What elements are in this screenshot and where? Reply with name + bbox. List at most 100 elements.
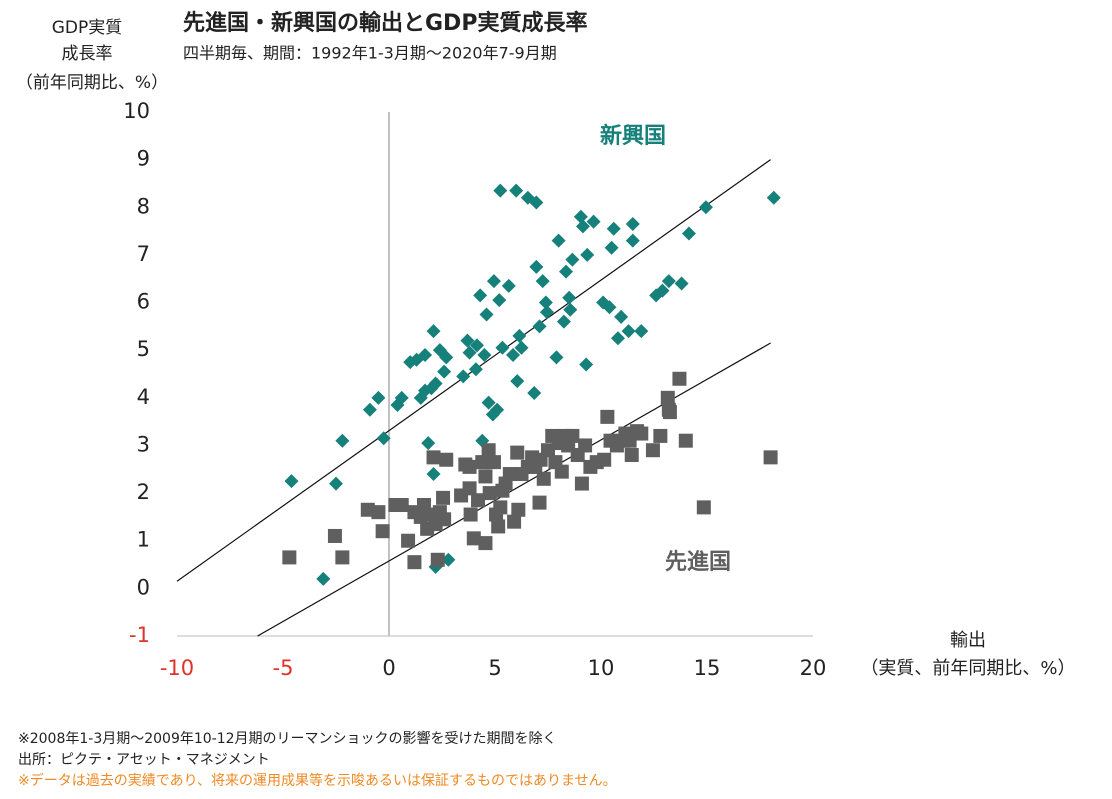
point — [469, 338, 484, 353]
point — [512, 328, 527, 343]
y-axis-title: GDP実質 — [52, 18, 123, 38]
point — [495, 340, 510, 355]
point — [574, 476, 589, 491]
point — [554, 464, 569, 479]
point — [329, 476, 343, 491]
point — [362, 402, 377, 417]
point — [418, 347, 433, 362]
point — [527, 386, 542, 401]
point — [624, 447, 639, 462]
point — [551, 233, 566, 248]
point — [335, 550, 350, 565]
point — [634, 324, 649, 339]
point — [509, 183, 524, 198]
x-axis-title: 輸出 — [950, 630, 986, 651]
point — [473, 288, 488, 303]
point — [536, 471, 551, 486]
point — [514, 340, 529, 355]
point — [477, 347, 492, 362]
point — [535, 274, 550, 289]
point — [436, 490, 451, 505]
y-tick-label: 7 — [137, 242, 150, 266]
point — [478, 536, 493, 551]
point — [539, 305, 554, 320]
point — [510, 445, 525, 460]
point — [493, 183, 508, 198]
point — [413, 509, 428, 524]
point — [486, 455, 501, 470]
point — [672, 371, 687, 386]
point — [430, 552, 445, 567]
point — [426, 450, 441, 465]
point — [563, 302, 578, 317]
point — [428, 376, 443, 391]
y-tick-label: 1 — [137, 528, 150, 552]
point — [532, 495, 547, 510]
x-axis-title: （実質、前年同期比、%） — [860, 658, 1075, 679]
point — [456, 369, 471, 384]
point — [600, 409, 615, 424]
point — [502, 467, 517, 482]
point — [360, 502, 375, 517]
point — [541, 443, 555, 458]
point — [511, 502, 526, 517]
point — [610, 331, 625, 346]
point — [766, 190, 781, 205]
x-tick-label: -5 — [273, 656, 294, 680]
point — [376, 431, 391, 446]
point — [394, 498, 409, 512]
point — [573, 209, 588, 224]
point — [602, 300, 617, 315]
trend-line — [257, 342, 771, 637]
chart-subtitle: 四半期毎、期間：1992年1-3月期～2020年7-9月期 — [183, 44, 557, 63]
point — [604, 240, 619, 255]
point — [625, 233, 640, 248]
point — [645, 443, 660, 458]
point — [532, 319, 547, 334]
x-tick-label: 5 — [488, 656, 501, 680]
point — [529, 259, 544, 274]
footnote: ※データは過去の実績であり、将来の運用成果等を示唆あるいは保証するものではありま… — [18, 772, 617, 789]
point — [493, 500, 508, 515]
point — [463, 507, 478, 522]
point — [486, 274, 501, 289]
point — [529, 195, 544, 210]
point — [674, 276, 689, 291]
point — [462, 345, 477, 360]
y-tick-label: -1 — [129, 623, 150, 647]
point — [625, 216, 640, 231]
x-tick-label: 10 — [588, 656, 615, 680]
point — [426, 467, 441, 482]
y-tick-label: 8 — [137, 194, 150, 218]
point — [578, 438, 593, 453]
point — [462, 459, 477, 474]
point — [492, 293, 507, 308]
point — [653, 428, 668, 443]
y-tick-label: 0 — [137, 575, 150, 599]
point — [655, 283, 670, 298]
point — [481, 443, 496, 458]
point — [586, 214, 601, 229]
point — [491, 519, 506, 534]
point — [510, 374, 525, 389]
point — [441, 552, 456, 567]
point — [479, 307, 494, 322]
point — [426, 324, 441, 339]
point — [634, 426, 649, 441]
point — [460, 333, 475, 348]
point — [282, 550, 297, 565]
point — [549, 350, 564, 365]
point — [565, 252, 580, 267]
point — [462, 481, 477, 496]
x-tick-label: -10 — [160, 656, 194, 680]
point — [421, 436, 436, 451]
point — [371, 505, 386, 520]
point — [559, 264, 574, 279]
point — [661, 274, 676, 289]
legend-label: 新興国 — [600, 123, 666, 149]
y-tick-label: 6 — [137, 290, 150, 314]
point — [614, 309, 629, 324]
point — [763, 450, 778, 465]
point — [375, 524, 390, 539]
x-tick-label: 20 — [800, 656, 827, 680]
